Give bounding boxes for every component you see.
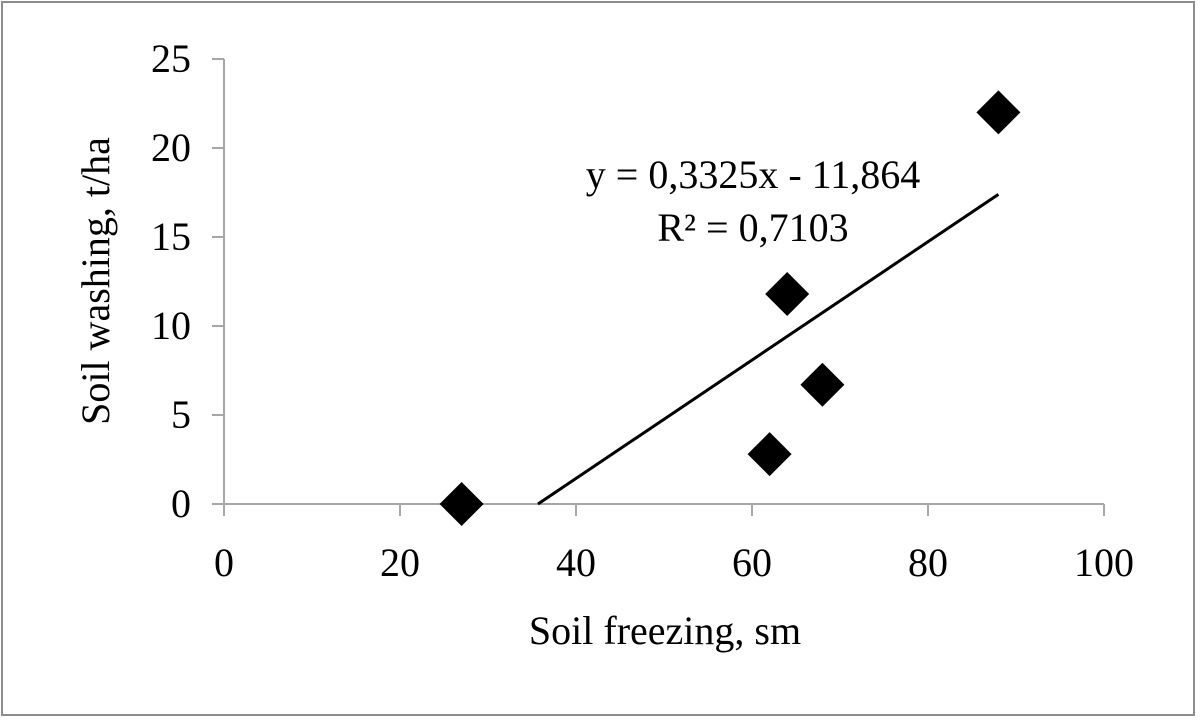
y-tick-label: 25 [151,36,191,81]
data-points [439,90,1021,526]
x-tick-labels: 0 20 40 60 80 100 [214,540,1134,585]
y-tick-label: 0 [171,481,191,526]
trendline-layer [537,193,1000,506]
trendline [537,193,1000,506]
x-tick-label: 60 [732,540,772,585]
x-axis-title: Soil freezing, sm [529,608,801,653]
x-tick-label: 20 [380,540,420,585]
data-point [800,362,845,407]
y-tick-label: 15 [151,214,191,259]
data-point [439,482,484,526]
y-tick-labels: 0 5 10 15 20 25 [151,36,191,526]
trendline-equation: y = 0,3325x - 11,864 [586,152,920,197]
data-point [765,271,810,316]
x-tick-label: 40 [556,540,596,585]
y-tick-label: 5 [171,392,191,437]
x-tick-label: 0 [214,540,234,585]
y-tick-label: 10 [151,303,191,348]
trendline-r-squared: R² = 0,7103 [657,205,848,250]
x-tick-label: 100 [1074,540,1134,585]
x-tick-label: 80 [908,540,948,585]
y-axis-title: Soil washing, t/ha [73,137,118,425]
data-point [747,432,792,477]
data-point [976,90,1021,135]
y-tick-label: 20 [151,125,191,170]
axes [212,58,1105,516]
